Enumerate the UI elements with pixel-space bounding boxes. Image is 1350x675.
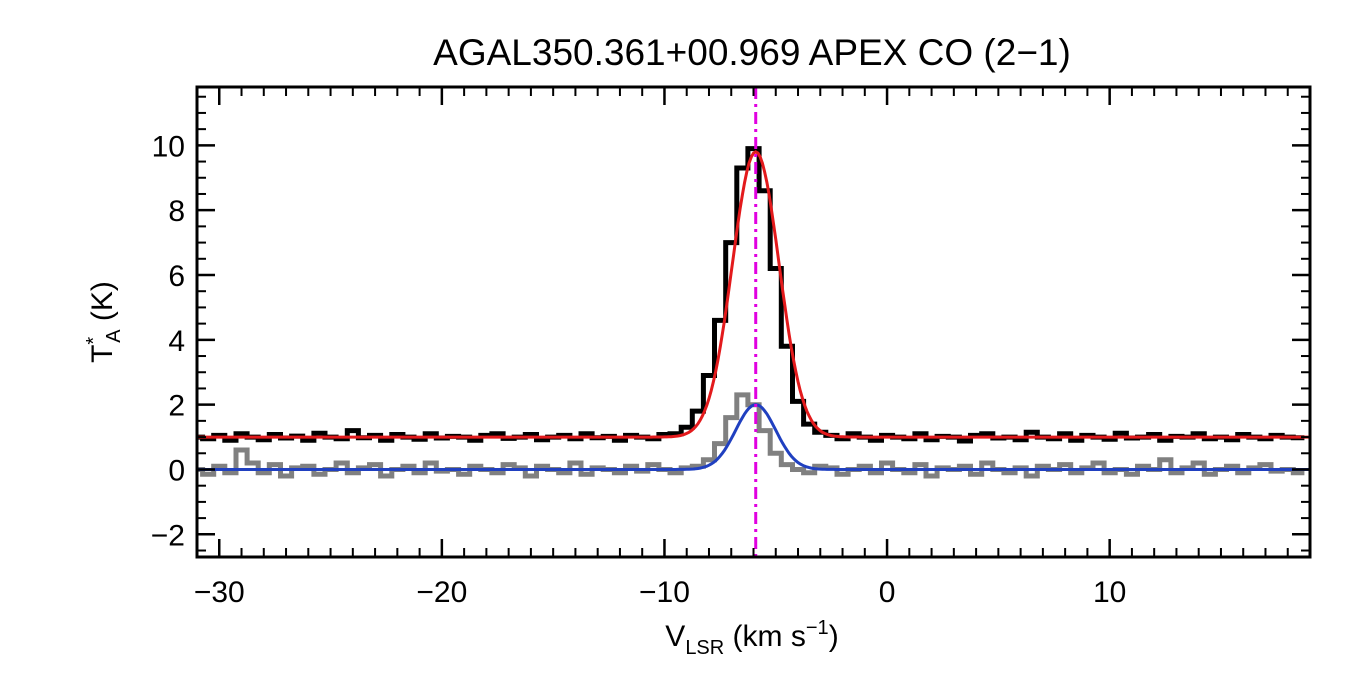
series-line-3	[197, 403, 1310, 471]
plot-frame	[195, 85, 1312, 559]
x-axis-label-end: )	[829, 620, 839, 653]
x-tick-label: −20	[416, 576, 467, 609]
x-axis-label-sub: LSR	[685, 637, 724, 659]
y-tick-label: −2	[151, 519, 185, 552]
y-axis-label-sub: A	[103, 329, 125, 343]
x-axis-label-main: V	[665, 620, 685, 653]
y-tick-label: 6	[168, 260, 185, 293]
y-axis-label-rest: (K)	[86, 281, 119, 329]
y-axis-label-sup: *	[83, 337, 105, 345]
x-axis-label: VLSR (km s−1)	[665, 617, 838, 659]
x-tick-label: 0	[879, 576, 896, 609]
y-tick-label: 10	[152, 130, 185, 163]
y-tick-label: 2	[168, 390, 185, 423]
plot-area	[197, 87, 1310, 557]
x-axis-label-sup: −1	[806, 617, 829, 639]
x-tick-label: 10	[1093, 576, 1126, 609]
y-tick-label: 0	[168, 454, 185, 487]
x-tick-label: −10	[639, 576, 690, 609]
x-axis-label-rest: (km s	[724, 620, 806, 653]
y-axis-label-main: T	[86, 345, 119, 363]
chart-title: AGAL350.361+00.969 APEX CO (2−1)	[433, 32, 1071, 73]
series-line-0	[197, 146, 1305, 444]
x-tick-label: −30	[194, 576, 245, 609]
series-line-2	[197, 150, 1310, 439]
y-tick-label: 8	[168, 195, 185, 228]
y-tick-label: 4	[168, 325, 185, 358]
y-axis-label: T*A (K)	[83, 281, 125, 363]
